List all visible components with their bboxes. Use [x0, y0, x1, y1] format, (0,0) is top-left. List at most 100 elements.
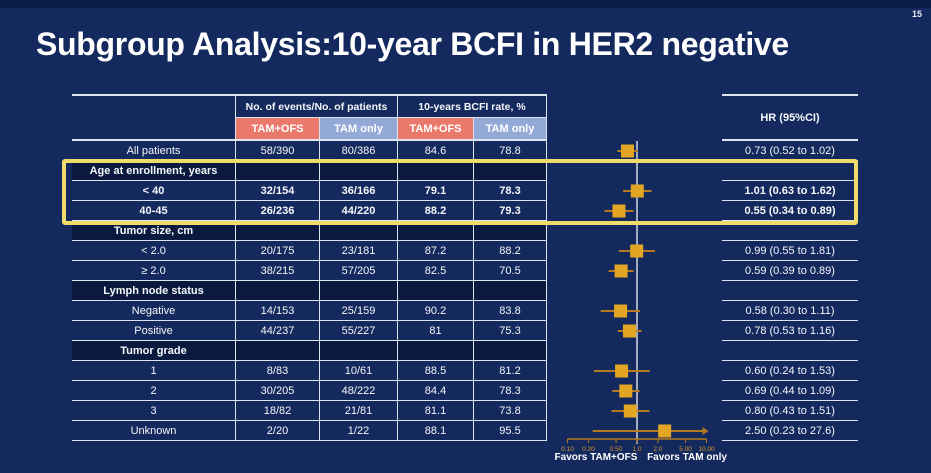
hr-marker	[630, 244, 644, 258]
header-rate-group: 10-years BCFI rate, %	[397, 96, 547, 118]
ci-arrow	[702, 427, 709, 435]
row-label: Positive	[134, 324, 173, 337]
axis-tick-label: 0.20	[582, 446, 595, 453]
table-cell: 88.1	[397, 421, 473, 440]
hr-marker	[619, 384, 633, 398]
table-cell: 21/81	[319, 401, 397, 420]
table-cell: 90.2	[397, 301, 473, 320]
table-cell	[473, 281, 547, 300]
table-subheader: TAM+OFS TAM only TAM+OFS TAM only	[72, 118, 547, 141]
hr-row: 2.50 (0.23 to 27.6)	[722, 421, 858, 441]
table-cell	[319, 161, 397, 180]
table-cell: 36/166	[319, 181, 397, 200]
hr-row	[722, 161, 858, 181]
table-cell	[235, 221, 319, 240]
row-label: Age at enrollment, years	[89, 164, 218, 177]
hr-row: 0.60 (0.24 to 1.53)	[722, 361, 858, 381]
table-cell	[319, 341, 397, 360]
table-row: 1 8/83 10/61 88.5 81.2	[72, 361, 547, 381]
table-cell: 88.5	[397, 361, 473, 380]
table-row: 3 18/82 21/81 81.1 73.8	[72, 401, 547, 421]
row-label: < 2.0	[141, 244, 166, 257]
hr-marker	[612, 204, 626, 218]
table-cell: 44/237	[235, 321, 319, 340]
axis-tick-label: 1.0	[632, 446, 641, 453]
favors-right-label: Favors TAM only	[647, 452, 727, 463]
table-row: 2 30/205 48/222 84.4 78.3	[72, 381, 547, 401]
subheader-spacer	[72, 118, 235, 139]
table-cell: 75.3	[473, 321, 547, 340]
table-cell: 8/83	[235, 361, 319, 380]
row-label: 2	[150, 384, 157, 397]
row-label: ≥ 2.0	[141, 264, 166, 277]
table-cell: 79.3	[473, 201, 547, 220]
table-row: Positive 44/237 55/227 81 75.3	[72, 321, 547, 341]
table-cell: 1/22	[319, 421, 397, 440]
table-cell: 95.5	[473, 421, 547, 440]
hr-marker	[614, 304, 628, 318]
table-cell: 30/205	[235, 381, 319, 400]
table-cell: 20/175	[235, 241, 319, 260]
top-edge-strip	[0, 0, 931, 8]
table-cell: 44/220	[319, 201, 397, 220]
slide-title: Subgroup Analysis:10-year BCFI in HER2 n…	[36, 26, 789, 62]
axis-tick-label: 10.00	[698, 446, 715, 453]
hr-row	[722, 281, 858, 301]
hr-row: 0.78 (0.53 to 1.16)	[722, 321, 858, 341]
subheader-cell: TAM only	[319, 118, 397, 139]
table-cell: 88.2	[473, 241, 547, 260]
hr-marker	[615, 364, 629, 378]
table-cell	[319, 221, 397, 240]
axis-tick-label: 0.50	[610, 446, 623, 453]
subgroup-table: No. of events/No. of patients 10-years B…	[72, 94, 547, 441]
hr-marker	[623, 404, 637, 418]
subheader-cell: TAM only	[473, 118, 547, 139]
table-cell: 58/390	[235, 141, 319, 160]
table-cell: 73.8	[473, 401, 547, 420]
table-row: 40-45 26/236 44/220 88.2 79.3	[72, 201, 547, 221]
hr-marker	[614, 264, 628, 278]
axis-tick-label: 5.00	[679, 446, 692, 453]
table-cell: 78.3	[473, 381, 547, 400]
hr-marker	[621, 144, 635, 158]
table-cell: 10/61	[319, 361, 397, 380]
table-cell: 55/227	[319, 321, 397, 340]
table-cell: 38/215	[235, 261, 319, 280]
row-label: 40-45	[139, 204, 168, 217]
table-cell: 57/205	[319, 261, 397, 280]
table-row: Unknown 2/20 1/22 88.1 95.5	[72, 421, 547, 441]
table-cell: 48/222	[319, 381, 397, 400]
table-cell: 14/153	[235, 301, 319, 320]
table-cell: 78.8	[473, 141, 547, 160]
table-cell: 84.6	[397, 141, 473, 160]
table-cell	[397, 341, 473, 360]
hr-row: 0.55 (0.34 to 0.89)	[722, 201, 858, 221]
hr-row: 0.59 (0.39 to 0.89)	[722, 261, 858, 281]
hr-column-body: 0.73 (0.52 to 1.02) 1.01 (0.63 to 1.62) 0.…	[722, 141, 858, 441]
table-cell: 81	[397, 321, 473, 340]
group-header-row: Age at enrollment, years	[72, 161, 547, 181]
row-label: Lymph node status	[103, 284, 204, 297]
table-cell: 18/82	[235, 401, 319, 420]
hr-row: 0.80 (0.43 to 1.51)	[722, 401, 858, 421]
table-cell	[473, 221, 547, 240]
table-cell	[473, 161, 547, 180]
row-label: Tumor grade	[120, 344, 187, 357]
hr-column: HR (95%CI) 0.73 (0.52 to 1.02) 1.01 (0.63…	[722, 94, 858, 441]
group-header-row: Lymph node status	[72, 281, 547, 301]
table-row: ≥ 2.0 38/215 57/205 82.5 70.5	[72, 261, 547, 281]
table-cell: 88.2	[397, 201, 473, 220]
table-body: All patients 58/390 80/386 84.6 78.8 Age at e…	[72, 141, 547, 441]
table-cell: 83.8	[473, 301, 547, 320]
hr-row: 1.01 (0.63 to 1.62)	[722, 181, 858, 201]
header-events-group: No. of events/No. of patients	[235, 96, 397, 118]
table-cell: 87.2	[397, 241, 473, 260]
axis-tick-label: 2.0	[653, 446, 662, 453]
table-row: < 40 32/154 36/166 79.1 78.3	[72, 181, 547, 201]
header-spacer	[72, 96, 235, 118]
table-row: < 2.0 20/175 23/181 87.2 88.2	[72, 241, 547, 261]
table-row: Negative 14/153 25/159 90.2 83.8	[72, 301, 547, 321]
hr-marker	[630, 184, 644, 198]
table-cell: 80/386	[319, 141, 397, 160]
hr-row: 0.69 (0.44 to 1.09)	[722, 381, 858, 401]
